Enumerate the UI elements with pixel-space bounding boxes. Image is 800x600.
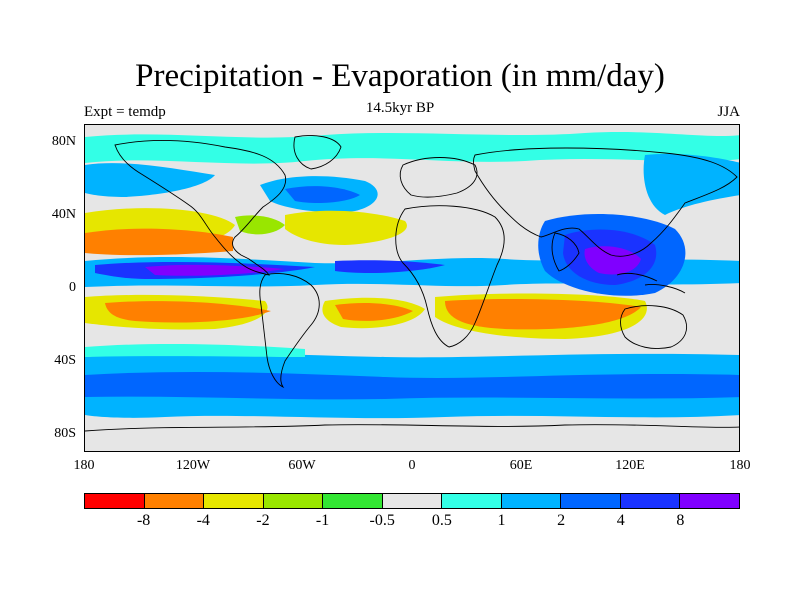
colorbar-label: -8: [136, 512, 151, 529]
dry-indian-orange: [445, 299, 641, 330]
precip-evap-map: [84, 124, 740, 452]
map-title: Precipitation - Evaporation (in mm/day): [135, 58, 665, 94]
band-npacific-blue: [85, 163, 215, 197]
colorbar-label: -1: [315, 512, 330, 529]
dry-npacific-orange: [85, 228, 233, 256]
lat-label: 0: [69, 280, 76, 295]
experiment-label: Expt = temdp: [84, 104, 166, 120]
map-subtitle: 14.5kyr BP: [365, 100, 435, 116]
map-field: [85, 125, 739, 451]
season-label: JJA: [717, 104, 740, 120]
lon-label: 120E: [615, 458, 645, 473]
dry-spacific-orange: [105, 301, 271, 323]
colorbar-box: [561, 494, 621, 508]
colorbar-box: [204, 494, 264, 508]
outline-north-america: [114, 140, 287, 276]
lon-label: 60E: [509, 458, 533, 473]
colorbar-label: 8: [676, 512, 685, 529]
outline-europe: [399, 157, 478, 198]
colorbar-box: [144, 494, 205, 508]
colorbar-label: 0.5: [431, 512, 452, 529]
lon-label: 0: [408, 458, 416, 473]
outline-greenland: [293, 135, 342, 170]
lon-label: 180: [73, 458, 95, 473]
lon-label: 180: [729, 458, 751, 473]
colorbar-box: [501, 494, 562, 508]
outline-africa: [395, 205, 505, 348]
band-north-cyan: [85, 132, 739, 164]
lat-label: 40N: [51, 207, 76, 222]
colorbar-box: [263, 494, 324, 508]
colorbar-label: 4: [616, 512, 625, 529]
lon-label: 60W: [288, 458, 316, 473]
dry-satlantic-orange: [335, 303, 413, 321]
dry-central-green: [235, 215, 285, 235]
colorbar-label: 2: [557, 512, 566, 529]
lat-label: 80S: [54, 426, 76, 441]
outline-australia: [620, 305, 687, 349]
colorbar-box: [620, 494, 681, 508]
outline-maritime-continent: [616, 272, 686, 294]
outline-south-america: [259, 273, 320, 389]
antarctic-neutral: [85, 425, 739, 451]
itcz-atlantic-deep: [335, 260, 445, 273]
colorbar-label: -4: [196, 512, 210, 529]
monsoon-asia-purple: [584, 246, 641, 275]
colorbar-box: [442, 494, 502, 508]
colorbar-box: [85, 494, 145, 508]
band-natlantic-deep-blue: [285, 186, 360, 203]
colorbar-box: [680, 494, 740, 508]
coastlines: [85, 135, 739, 432]
lon-label: 120W: [175, 458, 211, 473]
itcz-pacific-purple: [145, 264, 285, 276]
colorbar: [84, 493, 740, 509]
outline-india: [551, 232, 580, 272]
colorbar-box: [382, 494, 443, 508]
outline-asia: [473, 147, 738, 257]
colorbar-label: -0.5: [369, 512, 395, 529]
dry-natlantic-yellow: [285, 210, 407, 245]
southern-ocean-cyan: [85, 343, 305, 357]
lat-label: 40S: [54, 353, 76, 368]
colorbar-label: -2: [256, 512, 270, 529]
lat-label: 80N: [51, 134, 76, 149]
colorbar-label: 1: [497, 512, 506, 529]
colorbar-box: [323, 494, 383, 508]
band-npacific-east-blue: [643, 153, 739, 215]
southern-ocean-deep: [85, 371, 739, 400]
outline-antarctica: [85, 424, 739, 432]
